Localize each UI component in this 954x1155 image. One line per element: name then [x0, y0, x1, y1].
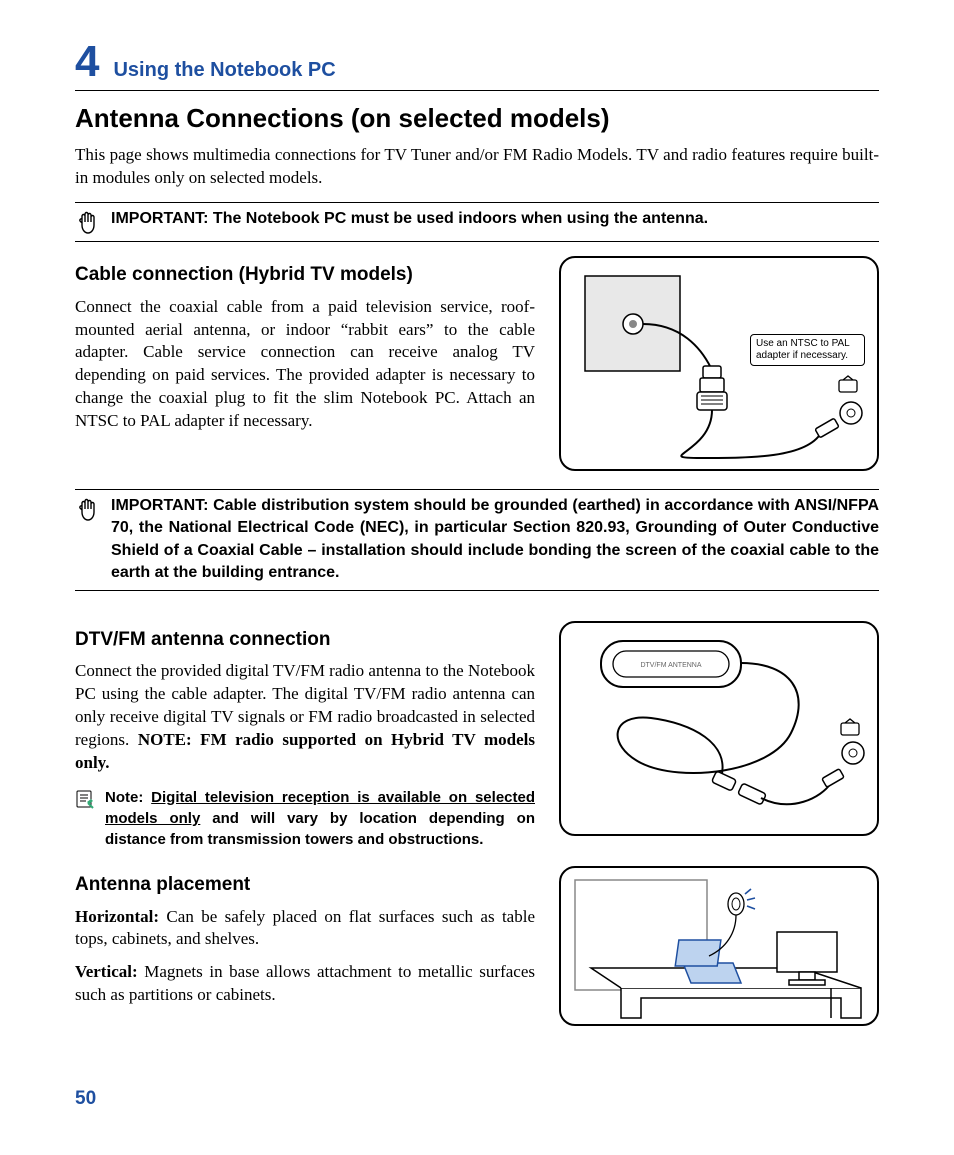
cable-figure: Use an NTSC to PAL adapter if necessary.	[559, 256, 879, 471]
important-grounding-text: IMPORTANT: Cable distribution system sho…	[111, 495, 879, 585]
important-callout-grounding: IMPORTANT: Cable distribution system sho…	[75, 489, 879, 591]
placement-figure	[559, 866, 879, 1026]
note-prefix: Note:	[105, 789, 151, 806]
dtv-body-bold: NOTE: FM radio supported on Hybrid TV mo…	[75, 730, 535, 772]
vertical-text: Magnets in base allows attachment to met…	[75, 962, 535, 1004]
cable-body: Connect the coaxial cable from a paid te…	[75, 296, 535, 434]
dtv-block: DTV/FM antenna connection Connect the pr…	[75, 621, 879, 850]
chapter-title: Using the Notebook PC	[113, 57, 335, 84]
section-title: Antenna Connections (on selected models)	[75, 101, 879, 136]
chapter-number: 4	[75, 40, 99, 84]
svg-text:DTV/FM ANTENNA: DTV/FM ANTENNA	[640, 662, 701, 669]
note-icon	[75, 787, 97, 850]
dtv-body: Connect the provided digital TV/FM radio…	[75, 660, 535, 775]
page-number: 50	[75, 1086, 879, 1112]
cable-connection-block: Cable connection (Hybrid TV models) Conn…	[75, 256, 879, 471]
figure-label: Use an NTSC to PAL adapter if necessary.	[750, 334, 865, 366]
divider	[75, 90, 879, 91]
important-text: IMPORTANT: The Notebook PC must be used …	[111, 208, 879, 230]
placement-block: Antenna placement Horizontal: Can be saf…	[75, 866, 879, 1026]
dtv-heading: DTV/FM antenna connection	[75, 627, 535, 653]
vertical-label: Vertical:	[75, 962, 138, 981]
intro-paragraph: This page shows multimedia connections f…	[75, 144, 879, 190]
hand-stop-icon	[75, 208, 101, 236]
placement-vertical: Vertical: Magnets in base allows attachm…	[75, 961, 535, 1007]
dtv-figure: DTV/FM ANTENNA	[559, 621, 879, 836]
placement-horizontal: Horizontal: Can be safely placed on flat…	[75, 906, 535, 952]
important-callout: IMPORTANT: The Notebook PC must be used …	[75, 202, 879, 242]
cable-heading: Cable connection (Hybrid TV models)	[75, 262, 535, 288]
placement-heading: Antenna placement	[75, 872, 535, 898]
hand-stop-icon	[75, 495, 101, 523]
note-text: Note: Digital television reception is av…	[105, 787, 535, 850]
note-callout: Note: Digital television reception is av…	[75, 787, 535, 850]
horizontal-label: Horizontal:	[75, 907, 159, 926]
chapter-header: 4 Using the Notebook PC	[75, 40, 879, 84]
